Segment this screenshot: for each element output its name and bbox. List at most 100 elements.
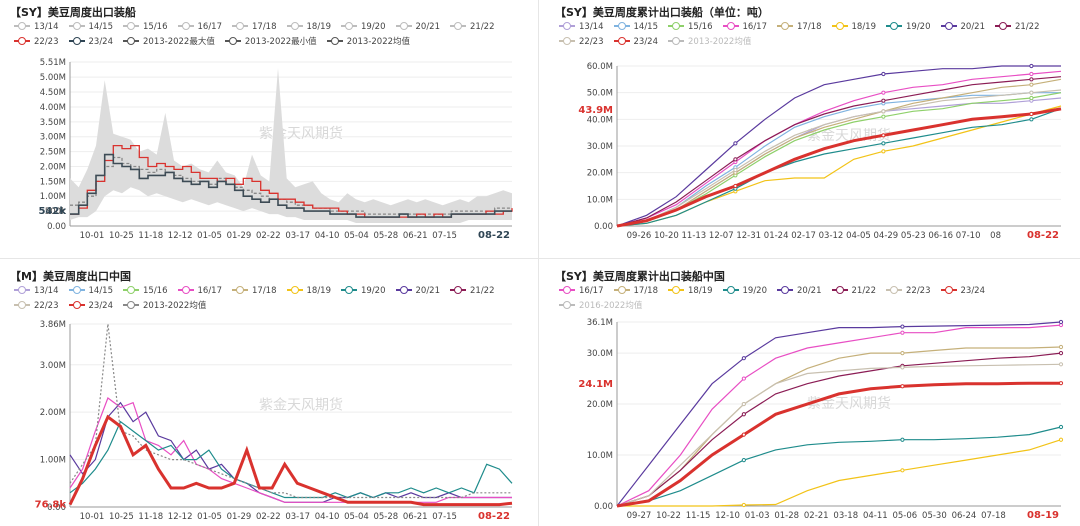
legend-item[interactable]: 18/19 [668,284,713,299]
y-tick-label: 500k [45,207,66,217]
legend-item[interactable]: 17/18 [777,20,822,35]
series-line [70,153,512,218]
chart-legend[interactable]: 13/14 14/15 15/16 16/17 17/18 18/19 19/20 20/21… [14,284,524,314]
legend-swatch-icon [886,285,902,294]
data-point [733,141,738,146]
data-point [900,365,905,370]
legend-item[interactable]: 2013-2022均值 [326,35,410,50]
data-point [881,141,886,146]
series-line [70,156,512,215]
legend-swatch-icon [123,36,139,45]
legend-item[interactable]: 22/23 [886,284,931,299]
x-tick-label: 10-01 [80,512,105,522]
legend-item[interactable]: 19/20 [886,20,931,35]
legend-item[interactable]: 19/20 [341,20,386,35]
y-tick-label: 20.0M [587,169,613,179]
legend-label: 23/24 [88,37,114,47]
legend-item[interactable]: 22/23 [14,299,59,314]
x-tick-label: 10-25 [109,231,134,241]
legend-item[interactable]: 19/20 [341,284,386,299]
legend-item[interactable]: 20/21 [395,284,440,299]
legend-label: 20/21 [415,22,441,32]
legend-label: 13/14 [34,22,59,32]
x-tick-label: 01-24 [764,231,789,241]
x-tick-label: 05-04 [344,231,369,241]
y-tick-label: 3.00M [40,133,66,143]
legend-item[interactable]: 23/24 [940,284,985,299]
chart-legend[interactable]: 16/17 17/18 18/19 19/20 20/21 21/22 22/23 23/24… [559,284,1069,314]
legend-item[interactable]: 21/22 [450,20,495,35]
legend-item[interactable]: 22/23 [559,35,604,50]
legend-swatch-icon [123,300,139,309]
legend-swatch-icon [224,36,241,45]
series-line [616,76,1062,227]
y-tick-label: 1.00M [40,192,66,202]
legend-item[interactable]: 13/14 [14,284,59,299]
legend-item[interactable]: 20/21 [940,20,985,35]
chart-plot: 0.00 1.00M 2.00M 3.00M 3.86M 10-01 10-25 11-18 1… [35,320,513,522]
legend-item[interactable]: 16/17 [722,20,767,35]
legend-item[interactable]: 20/21 [777,284,822,299]
chart-legend[interactable]: 13/14 14/15 15/16 16/17 17/18 18/19 19/20 20/21… [14,20,524,50]
legend-swatch-icon [559,21,575,30]
legend-swatch-icon [559,36,575,45]
legend-item[interactable]: 16/17 [177,20,222,35]
x-end-label: 08-22 [478,511,510,522]
legend-item[interactable]: 13/14 [14,20,59,35]
legend-item[interactable]: 2013-2022最大值 [123,35,215,50]
legend-swatch-icon [450,285,466,294]
x-tick-label: 01-29 [227,512,252,522]
legend-item[interactable]: 17/18 [613,284,659,299]
legend-item[interactable]: 21/22 [831,284,876,299]
y-tick-label: 4.00M [40,103,66,113]
legend-item[interactable]: 21/22 [450,284,495,299]
legend-label: 22/23 [579,37,604,47]
legend-label: 14/15 [633,22,659,32]
legend-item[interactable]: 16/17 [177,284,222,299]
legend-item[interactable]: 21/22 [995,20,1040,35]
x-end-label: 08-22 [1027,230,1059,241]
x-tick-label: 01-05 [197,512,222,522]
legend-label: 18/19 [306,286,332,296]
legend-label: 17/18 [633,286,659,296]
legend-item[interactable]: 15/16 [123,284,168,299]
legend-item[interactable]: 2016-2022均值 [559,299,642,314]
legend-item[interactable]: 20/21 [395,20,441,35]
legend-item[interactable]: 14/15 [68,284,113,299]
data-point [733,157,738,162]
legend-item[interactable]: 15/16 [123,20,168,35]
series-line [616,65,1061,227]
legend-item[interactable]: 18/19 [831,20,876,35]
legend-label: 20/21 [797,286,822,296]
x-tick-label: 01-03 [745,511,770,521]
current-value-label: 76.8k [35,499,67,510]
legend-item[interactable]: 18/19 [286,20,331,35]
legend-label: 19/20 [906,22,931,32]
legend-item[interactable]: 23/24 [613,35,658,50]
legend-item[interactable]: 18/19 [286,284,332,299]
legend-item[interactable]: 2013-2022均值 [123,299,206,314]
legend-swatch-icon [831,285,848,294]
legend-item[interactable]: 16/17 [559,284,604,299]
legend-label: 23/24 [88,301,114,311]
legend-item[interactable]: 23/24 [68,299,114,314]
x-tick-label: 05-06 [892,511,917,521]
chart-legend[interactable]: 13/14 14/15 15/16 16/17 17/18 18/19 19/20 20/21… [559,20,1069,50]
x-tick-label: 01-05 [197,231,222,241]
legend-item[interactable]: 23/24 [68,35,114,50]
chart-title: 【SY】美豆周度累计出口装船中国 [555,270,725,283]
legend-item[interactable]: 22/23 [14,35,59,50]
legend-item[interactable]: 14/15 [613,20,659,35]
legend-item[interactable]: 2013-2022最小值 [224,35,317,50]
legend-item[interactable]: 13/14 [559,20,604,35]
legend-item[interactable]: 15/16 [668,20,713,35]
current-value-label: 43.9M [578,105,613,116]
series-line [70,144,513,218]
legend-item[interactable]: 14/15 [68,20,113,35]
legend-item[interactable]: 2013-2022均值 [668,35,751,50]
data-point [1058,381,1064,386]
y-tick-label: 30.0M [587,142,613,152]
legend-item[interactable]: 17/18 [232,284,277,299]
legend-item[interactable]: 17/18 [232,20,277,35]
legend-item[interactable]: 19/20 [722,284,767,299]
